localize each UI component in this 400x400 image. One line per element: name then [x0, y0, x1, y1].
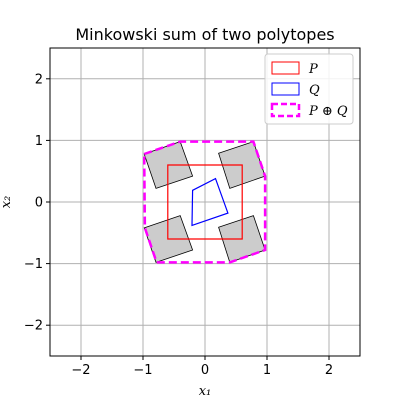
x-tick-label: 0: [201, 363, 209, 378]
y-tick-label: −2: [24, 319, 43, 334]
legend-label: Q: [309, 83, 320, 98]
x-tick-label: 2: [325, 363, 333, 378]
y-tick-label: −1: [24, 257, 43, 272]
polytope-series: [142, 140, 267, 264]
y-tick-label: 1: [35, 134, 43, 149]
x-tick-label: 1: [263, 363, 271, 378]
legend-box: [264, 53, 354, 125]
chart-title: Minkowski sum of two polytopes: [75, 25, 334, 44]
x-tick-label: −2: [71, 363, 90, 378]
y-tick-label: 0: [35, 196, 43, 211]
series-polygon-1: [191, 177, 229, 227]
x-tick-label: −1: [133, 363, 152, 378]
y-axis-label: x₂: [0, 196, 14, 209]
legend-swatch-1: [271, 82, 300, 96]
series-polygon-0: [167, 164, 243, 240]
axis-ticks: −2 −1 0 1 2 −2 −1 0 1 2: [24, 72, 333, 378]
x-axis-label: x₁: [199, 384, 212, 399]
y-tick-label: 2: [35, 72, 43, 87]
legend-label: P: [308, 62, 318, 77]
legend: PQ P ⊕ Q: [264, 53, 354, 125]
legend-swatch-0: [271, 61, 300, 75]
legend-swatch-2: [270, 102, 301, 118]
legend-label: P ⊕ Q: [308, 104, 348, 119]
series-polygon-2: [142, 140, 267, 264]
